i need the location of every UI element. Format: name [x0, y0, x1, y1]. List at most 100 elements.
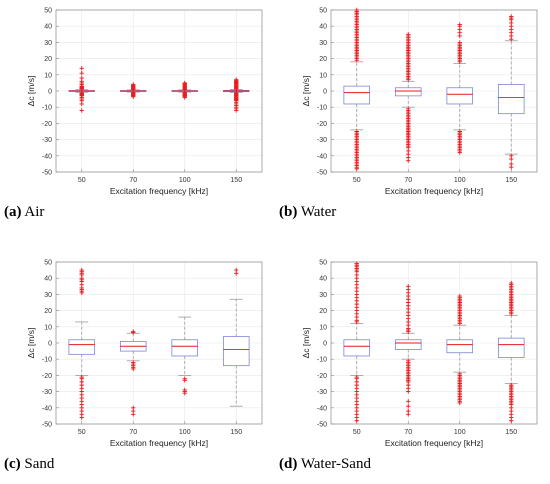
caption-air: (a) Air: [4, 204, 44, 221]
box-body: [446, 339, 474, 354]
chart-water: -50 -40 -30 -20 -10 0 10 20 30 40 50 50 70 100 150 Exci…: [275, 0, 550, 200]
outlier-point: [457, 400, 462, 406]
outlier-point: [354, 319, 359, 325]
box-body: [497, 84, 525, 115]
y-tick-label: -40: [42, 405, 52, 412]
y-tick-label: 0: [323, 89, 327, 96]
box-100: [446, 22, 474, 155]
outlier-point: [509, 418, 514, 423]
chart-water-sand-svg: -50 -40 -30 -20 -10 0 10 20 30 40 50 50 70 100 150 Exci…: [301, 260, 538, 448]
outlier-point: [354, 418, 359, 423]
y-tick-label: -10: [317, 357, 327, 364]
x-tick-label: 70: [129, 429, 137, 436]
box-body: [343, 85, 371, 105]
x-tick-label: 150: [230, 177, 242, 184]
y-tick-label: 40: [44, 276, 52, 283]
y-tick-label: -20: [317, 121, 327, 128]
x-tick-label: 100: [179, 177, 191, 184]
y-axis-label: Δc [m/s]: [26, 328, 36, 359]
y-tick-label: -30: [317, 137, 327, 144]
outlier-point: [79, 108, 84, 113]
caption-water-sand-text: Water-Sand: [297, 456, 371, 472]
outlier-point: [182, 378, 187, 383]
box-100: [171, 316, 199, 396]
caption-water-sand: (d) Water-Sand: [279, 456, 371, 473]
y-tick-label: 30: [44, 292, 52, 299]
caption-sand-letter: (c): [4, 456, 21, 472]
x-tick-label: 50: [353, 177, 361, 184]
chart-water-sand: -50 -40 -30 -20 -10 0 10 20 30 40 50 50 70 100 150 Exci…: [275, 252, 550, 452]
box-body: [68, 339, 96, 355]
y-tick-label: 30: [44, 40, 52, 47]
box-body: [394, 87, 422, 97]
y-tick-label: -30: [317, 389, 327, 396]
y-tick-label: 40: [44, 24, 52, 31]
outlier-point: [131, 412, 136, 417]
outlier-point: [79, 70, 84, 76]
x-axis-label: Excitation frequency [kHz]: [385, 438, 483, 448]
box-100: [171, 80, 199, 100]
y-tick-label: -50: [317, 422, 327, 429]
x-tick-label: 100: [454, 177, 466, 184]
box-70: [394, 284, 422, 417]
box-body: [446, 87, 474, 105]
y-tick-label: -50: [317, 170, 327, 177]
y-tick-label: 20: [44, 56, 52, 63]
outlier-point: [457, 150, 462, 155]
outlier-point: [509, 164, 514, 170]
chart-air: -50 -40 -30 -20 -10 0 10 20 30 40 50 50 70 100 150 Exci…: [0, 0, 275, 200]
outlier-point: [234, 108, 239, 113]
outlier-point: [509, 311, 514, 317]
caption-air-text: Air: [21, 204, 45, 220]
chart-sand-svg: -50 -40 -30 -20 -10 0 10 20 30 40 50 50 70 100 150 Exci…: [26, 260, 263, 448]
outlier-point: [406, 389, 411, 394]
y-tick-label: 20: [44, 308, 52, 315]
x-tick-label: 50: [78, 429, 86, 436]
y-tick-label: 10: [44, 72, 52, 79]
box-150: [497, 14, 525, 170]
caption-air-letter: (a): [4, 204, 22, 220]
y-tick-label: -30: [42, 137, 52, 144]
caption-water: (b) Water: [279, 204, 336, 221]
outlier-point: [406, 412, 411, 417]
chart-sand: -50 -40 -30 -20 -10 0 10 20 30 40 50 50 70 100 150 Exci…: [0, 252, 275, 452]
y-tick-label: 40: [319, 276, 327, 283]
box-150: [222, 267, 250, 407]
x-tick-label: 50: [353, 429, 361, 436]
outlier-point: [457, 59, 462, 65]
caption-sand-text: Sand: [20, 456, 55, 472]
box-body: [497, 337, 525, 358]
y-tick-label: 10: [44, 324, 52, 331]
y-tick-label: -50: [42, 422, 52, 429]
y-tick-label: 10: [319, 324, 327, 331]
y-tick-label: -10: [42, 357, 52, 364]
box-50: [68, 66, 96, 113]
y-axis-label: Δc [m/s]: [26, 76, 36, 107]
box-50: [343, 261, 371, 423]
outlier-point: [406, 403, 411, 409]
y-tick-label: 20: [319, 56, 327, 63]
y-tick-label: 40: [319, 24, 327, 31]
box-body: [171, 339, 199, 357]
box-70: [394, 32, 422, 163]
x-axis-label: Excitation frequency [kHz]: [385, 186, 483, 196]
outlier-point: [79, 86, 84, 92]
box-50: [343, 7, 371, 171]
y-tick-label: 30: [319, 40, 327, 47]
box-150: [497, 280, 525, 423]
y-tick-label: -40: [317, 153, 327, 160]
y-tick-label: -50: [42, 170, 52, 177]
box-100: [446, 293, 474, 406]
x-tick-label: 150: [230, 429, 242, 436]
caption-water-sand-letter: (d): [279, 456, 298, 472]
y-tick-label: -10: [317, 105, 327, 112]
y-tick-label: 0: [323, 341, 327, 348]
chart-air-svg: -50 -40 -30 -20 -10 0 10 20 30 40 50 50 70 100 150 Exci…: [26, 8, 263, 196]
outlier-point: [79, 290, 84, 295]
y-tick-label: -10: [42, 105, 52, 112]
box-body: [394, 339, 422, 350]
caption-sand: (c) Sand: [4, 456, 54, 473]
x-axis-label: Excitation frequency [kHz]: [110, 186, 208, 196]
outlier-point: [131, 94, 136, 99]
y-tick-label: 20: [319, 308, 327, 315]
